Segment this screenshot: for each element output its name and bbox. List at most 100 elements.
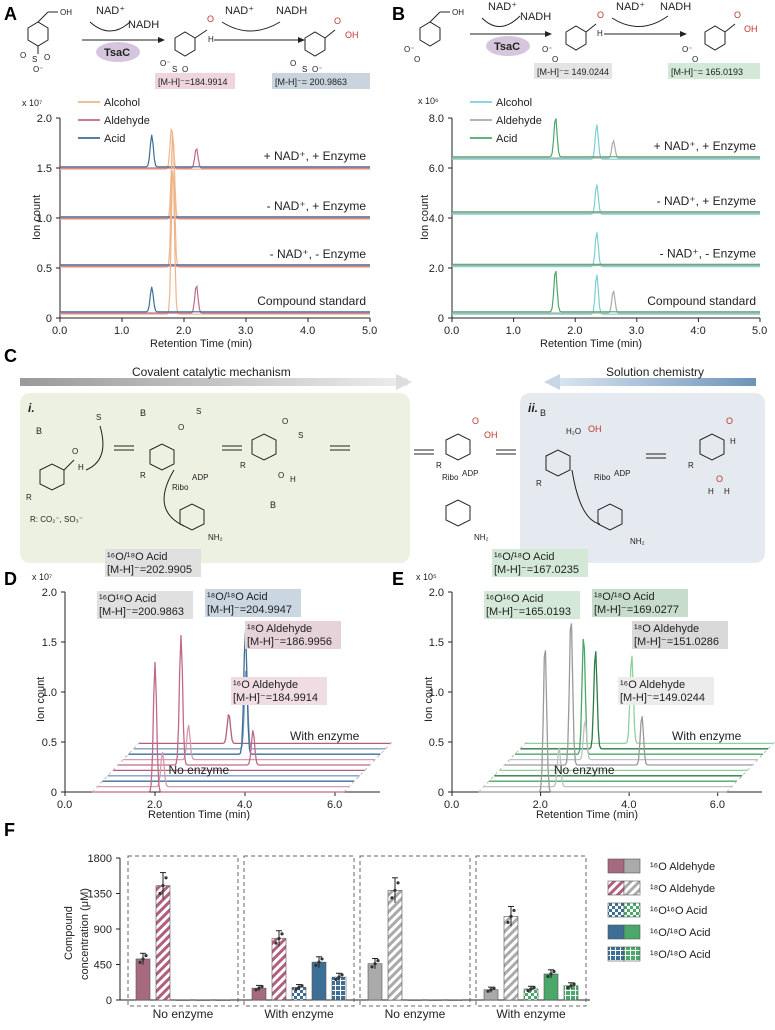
legend-swatch-left <box>607 880 625 896</box>
trace-acid <box>452 118 760 158</box>
svg-text:H: H <box>708 487 714 496</box>
covalent-mechanism-title: Covalent catalytic mechanism <box>132 365 291 379</box>
chart-e: x 10⁵ Ion count Retention Time (min) 0.0… <box>416 549 775 821</box>
mechanism-step-ii: ii. <box>528 401 538 415</box>
replicate-point <box>158 891 162 896</box>
chart-e-xlabel: Retention Time (min) <box>536 809 638 821</box>
replicate-point <box>314 963 318 967</box>
group-frame <box>127 855 239 1007</box>
y-tick-label: 0.5 <box>42 737 57 749</box>
trace-condition-label: Compound standard <box>647 294 756 308</box>
reaction-a-nadh-2: NADH <box>276 5 307 17</box>
trace-alcohol <box>452 232 760 268</box>
annotation-box <box>592 589 688 617</box>
y-tick-label: 0 <box>46 313 52 325</box>
legend-label: ¹⁶O¹⁶O Acid <box>650 905 707 917</box>
chart-d: x 10⁷ Ion count Retention Time (min) 0.0… <box>32 549 395 821</box>
waterfall-trace <box>509 720 758 761</box>
y-tick-label: 2.0 <box>429 263 444 275</box>
reaction-a-nad-1: NAD⁺ <box>96 5 125 17</box>
x-tick-label: 1.0 <box>114 325 129 337</box>
svg-text:O⁻: O⁻ <box>682 45 692 54</box>
reaction-scheme-b: OH O⁻O NAD⁺ NADH TsaC O H O⁻O [M-H]⁻= 14… <box>404 1 760 79</box>
annotation-mass: [M-H]⁻=200.9863 <box>99 606 184 618</box>
svg-text:O: O <box>716 474 723 484</box>
chart-d-xlabel: Retention Time (min) <box>148 809 250 821</box>
y-tick-label: 4.0 <box>429 213 444 225</box>
solution-chemistry-box <box>520 393 765 563</box>
svg-text:S: S <box>298 431 303 440</box>
adp-label-1: ADP <box>192 473 208 482</box>
svg-text:O: O <box>472 416 479 426</box>
mechanism-step-i: i. <box>28 401 35 415</box>
svg-text:O: O <box>282 417 288 426</box>
ribo-label-3: Ribo <box>594 473 611 482</box>
y-tick-label: 0.5 <box>429 737 444 749</box>
x-tick-label: 0.0 <box>52 325 67 337</box>
legend-swatch-right <box>623 880 641 896</box>
trace-condition-label: - NAD⁺, + Enzyme <box>267 199 367 213</box>
x-tick-label: 3.0 <box>629 325 644 337</box>
trace-alcohol <box>60 127 370 170</box>
group-label-no-enzyme: No enzyme <box>169 763 230 777</box>
bar <box>367 963 383 1001</box>
bar <box>407 999 423 1001</box>
replicate-point <box>376 958 380 963</box>
bar <box>447 999 463 1001</box>
group-label-no-enzyme: No enzyme <box>554 763 615 777</box>
chart-a-xlabel: Retention Time (min) <box>150 338 252 350</box>
annotation-name: ¹⁸O/¹⁸O Acid <box>594 591 655 603</box>
chart-a-yscale: x 10⁷ <box>22 98 42 108</box>
y-tick-label: 8.0 <box>429 113 444 125</box>
solution-arrow-bar <box>560 378 756 386</box>
svg-text:H: H <box>208 35 214 44</box>
annotation-box <box>618 677 714 705</box>
chart-a: x 10⁷ Ion count Retention Time (min) 0.0… <box>22 97 377 350</box>
legend-swatch-left <box>607 924 625 940</box>
annotation-box <box>632 621 728 649</box>
trace-alcohol <box>452 274 760 315</box>
trace-acid <box>60 134 370 168</box>
annotation-name: ¹⁸O Aldehyde <box>247 623 312 635</box>
annotation-box <box>231 677 327 705</box>
trace-condition-label: Compound standard <box>257 294 366 308</box>
y-tick-label: 2.0 <box>37 113 52 125</box>
legend-swatch-left <box>607 858 625 874</box>
chart-a-ylabel: Ion count <box>31 195 43 240</box>
y-tick-label: 0 <box>438 313 444 325</box>
replicate-point <box>141 957 145 961</box>
replicate-point <box>492 986 496 990</box>
annotation-mass: [M-H]⁻=165.0193 <box>486 606 571 618</box>
trace-alcohol <box>60 133 370 268</box>
legend-label: Aldehyde <box>496 115 542 127</box>
svg-text:H: H <box>290 475 296 484</box>
x-tick-label: 5.0 <box>752 325 767 337</box>
trace-condition-label: - NAD⁺, - Enzyme <box>660 247 757 261</box>
svg-text:H: H <box>597 29 603 38</box>
x-tick-label: 2.0 <box>176 325 191 337</box>
category-label: With enzyme <box>264 1007 334 1021</box>
svg-text:R: R <box>688 461 694 470</box>
svg-text:O: O <box>182 65 188 74</box>
nh2-label-2: NH₂ <box>474 533 489 542</box>
svg-text:O⁻: O⁻ <box>33 65 43 74</box>
depth-guide <box>478 739 529 793</box>
y-tick-label: 1.5 <box>37 163 52 175</box>
nh2-label-1: NH₂ <box>208 533 223 542</box>
enzyme-tsac-badge-a <box>96 42 140 62</box>
x-tick-label: 1.0 <box>506 325 521 337</box>
reaction-a-nadh-1: NADH <box>128 19 159 31</box>
y-tick-label: 0 <box>51 787 57 799</box>
svg-text:O⁻: O⁻ <box>312 65 322 74</box>
replicate-point <box>317 960 321 964</box>
mass-badge-b-1 <box>534 63 612 79</box>
legend-swatch-right <box>623 858 641 874</box>
replicate-point <box>254 988 258 992</box>
x-tick-label: 0.0 <box>444 799 459 811</box>
annotation-mass: [M-H]⁻=151.0286 <box>634 636 719 648</box>
replicate-point <box>370 965 374 969</box>
annotation-box <box>205 589 301 617</box>
solution-chemistry-title: Solution chemistry <box>606 365 704 379</box>
replicate-point <box>529 987 533 991</box>
waterfall-trace <box>97 751 350 788</box>
